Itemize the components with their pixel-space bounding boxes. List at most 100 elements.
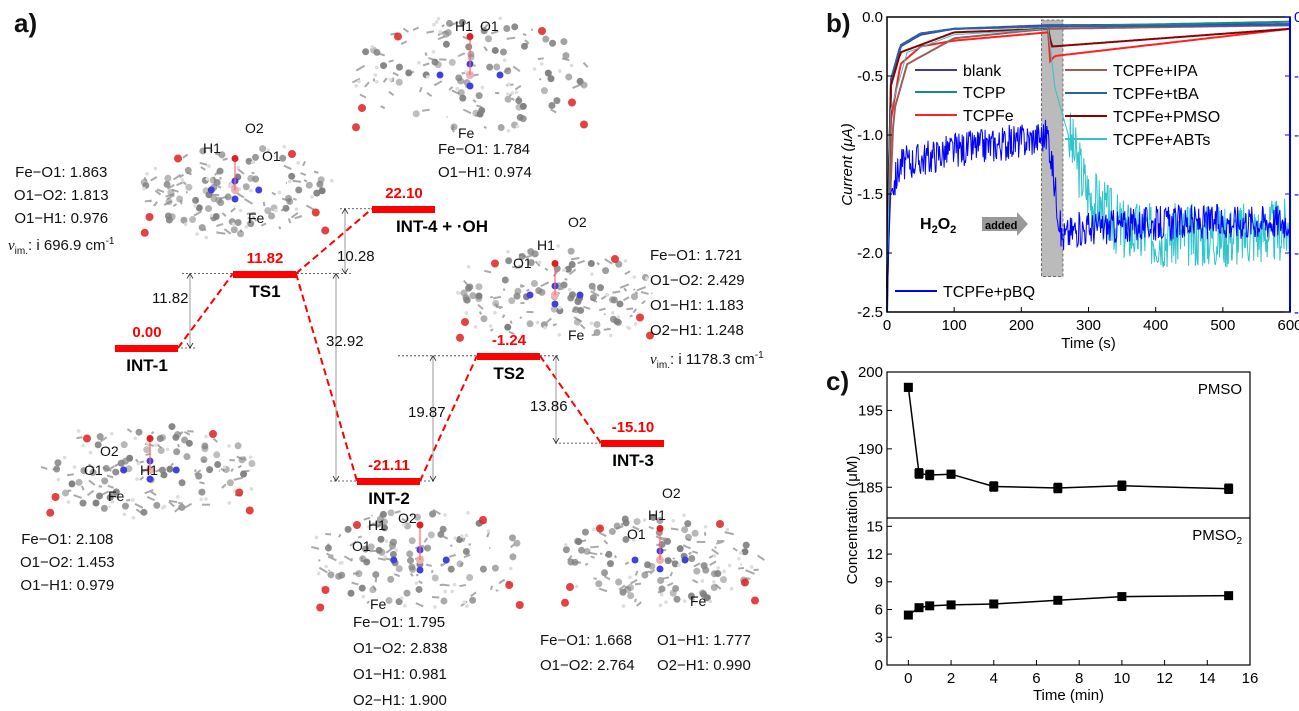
atom-label: O1 <box>262 148 281 164</box>
hydrogen-atom <box>432 22 436 27</box>
carbon-atom <box>54 459 62 467</box>
carbon-atom <box>268 212 276 220</box>
carbon-atom <box>648 562 656 570</box>
carbon-atom <box>491 46 499 54</box>
carbon-atom <box>549 39 557 47</box>
bond <box>645 570 654 574</box>
carbon-atom <box>372 571 380 579</box>
arrow-head <box>186 272 194 349</box>
bond <box>510 97 515 101</box>
x-axis-label: Time (s) <box>1061 335 1115 352</box>
panel-name-sub: 2 <box>1236 536 1242 547</box>
hydrogen-atom <box>488 324 493 328</box>
carbon-atom <box>621 515 629 523</box>
hydrogen-atom <box>76 429 81 433</box>
carbon-atom <box>576 77 584 85</box>
bond <box>98 485 103 488</box>
hydrogen-atom <box>183 222 188 227</box>
bond <box>490 585 494 591</box>
bond <box>509 320 513 325</box>
carbon-atom <box>245 157 253 165</box>
y-tick-label: -2.0 <box>857 245 883 262</box>
carbon-atom <box>614 318 622 326</box>
arrow-head <box>552 355 560 444</box>
bond-length: O1−O2: 2.764 <box>540 657 635 674</box>
bond <box>590 545 599 549</box>
carbon-atom <box>681 526 689 534</box>
oxygen-atom <box>46 508 55 517</box>
bond <box>351 77 361 84</box>
bond <box>634 582 642 586</box>
hydrogen-atom <box>722 569 726 574</box>
bond <box>582 62 589 68</box>
carbon-atom <box>192 196 200 204</box>
carbon-atom <box>574 537 582 545</box>
bond <box>393 573 401 578</box>
bond <box>457 52 466 58</box>
bond <box>584 562 589 566</box>
energy-value: 22.10 <box>385 184 423 202</box>
carbon-atom <box>377 535 385 543</box>
carbon-atom <box>102 464 110 472</box>
bond <box>230 207 236 213</box>
carbon-atom <box>531 250 539 258</box>
x-axis-label: Time (min) <box>1033 687 1104 704</box>
carbon-atom <box>226 479 234 487</box>
molecule-model <box>455 244 654 342</box>
bond <box>604 258 613 265</box>
bond <box>598 531 607 538</box>
hydrogen-atom <box>682 513 686 518</box>
hydrogen-atom <box>462 600 467 605</box>
geometry-int3-col1: Fe−O1: 1.668 O1−O2: 2.764 <box>540 628 635 678</box>
bond <box>146 495 155 502</box>
carbon-atom <box>164 174 172 182</box>
connector-line <box>419 355 478 482</box>
x-tick-label: 6 <box>1032 670 1040 687</box>
bond <box>634 291 639 295</box>
carbon-atom <box>180 216 188 224</box>
carbon-atom <box>230 226 238 234</box>
carbon-atom <box>344 525 352 533</box>
hydrogen-atom <box>81 443 85 448</box>
carbon-atom <box>593 320 601 328</box>
carbon-atom <box>530 280 538 288</box>
hydrogen-atom <box>145 172 149 176</box>
energy-level-bar <box>233 270 296 278</box>
bond <box>670 527 679 531</box>
carbon-atom <box>573 318 581 326</box>
bond <box>501 314 506 319</box>
hydrogen-atom <box>209 148 213 153</box>
carbon-atom <box>504 323 512 331</box>
bond <box>525 254 533 259</box>
bond <box>613 554 618 559</box>
carbon-atom <box>403 589 411 597</box>
hydrogen-atom <box>677 563 681 567</box>
carbon-atom <box>167 188 175 196</box>
bond <box>483 46 488 52</box>
hydrogen-atom <box>700 579 705 583</box>
oxygen-atom <box>456 333 464 342</box>
hydrogen-atom <box>480 85 485 90</box>
carbon-atom <box>362 545 370 553</box>
hydrogen-atom <box>277 190 282 195</box>
panel-name: PMSO <box>1198 381 1242 398</box>
carbon-atom <box>240 470 248 478</box>
carbon-atom <box>202 187 210 195</box>
carbon-atom <box>542 35 550 43</box>
atom-label: O1 <box>480 18 499 34</box>
atom-label: H1 <box>203 140 221 156</box>
carbon-atom <box>121 502 129 510</box>
bond <box>577 259 585 265</box>
carbon-atom <box>515 97 523 105</box>
hydrogen-atom <box>574 584 579 589</box>
bond <box>570 257 580 261</box>
h2o2-label-part: 2 <box>950 224 956 236</box>
bond <box>415 602 424 608</box>
bond <box>593 577 598 580</box>
legend-label: blank <box>963 63 1002 80</box>
bond <box>357 535 362 539</box>
hydrogen-atom <box>659 592 664 597</box>
x-tick-label: 4 <box>990 670 998 687</box>
y-tick-label: -0.5 <box>857 68 883 85</box>
hydrogen-atom <box>562 268 567 272</box>
